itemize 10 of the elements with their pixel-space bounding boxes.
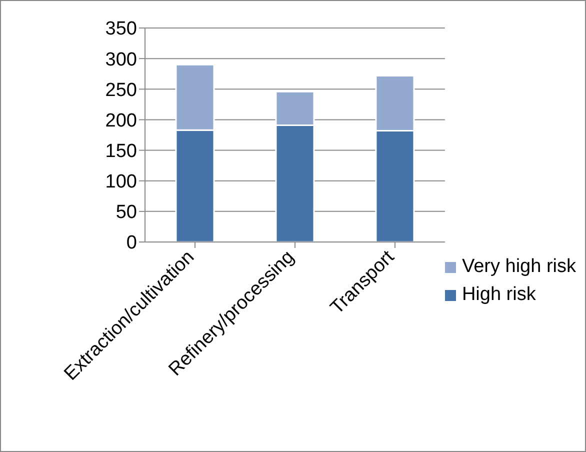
legend-label: High risk bbox=[462, 284, 536, 306]
y-tick-label: 0 bbox=[126, 232, 137, 254]
y-tick-label: 50 bbox=[116, 202, 137, 224]
legend-label: Very high risk bbox=[462, 256, 576, 278]
y-tick-label: 200 bbox=[105, 110, 137, 132]
y-tick-label: 250 bbox=[105, 80, 137, 101]
y-tick-label: 100 bbox=[105, 172, 137, 193]
y-tick-label: 350 bbox=[105, 18, 137, 40]
y-tick-label: 300 bbox=[105, 49, 137, 70]
y-tick-label: 150 bbox=[105, 141, 137, 162]
